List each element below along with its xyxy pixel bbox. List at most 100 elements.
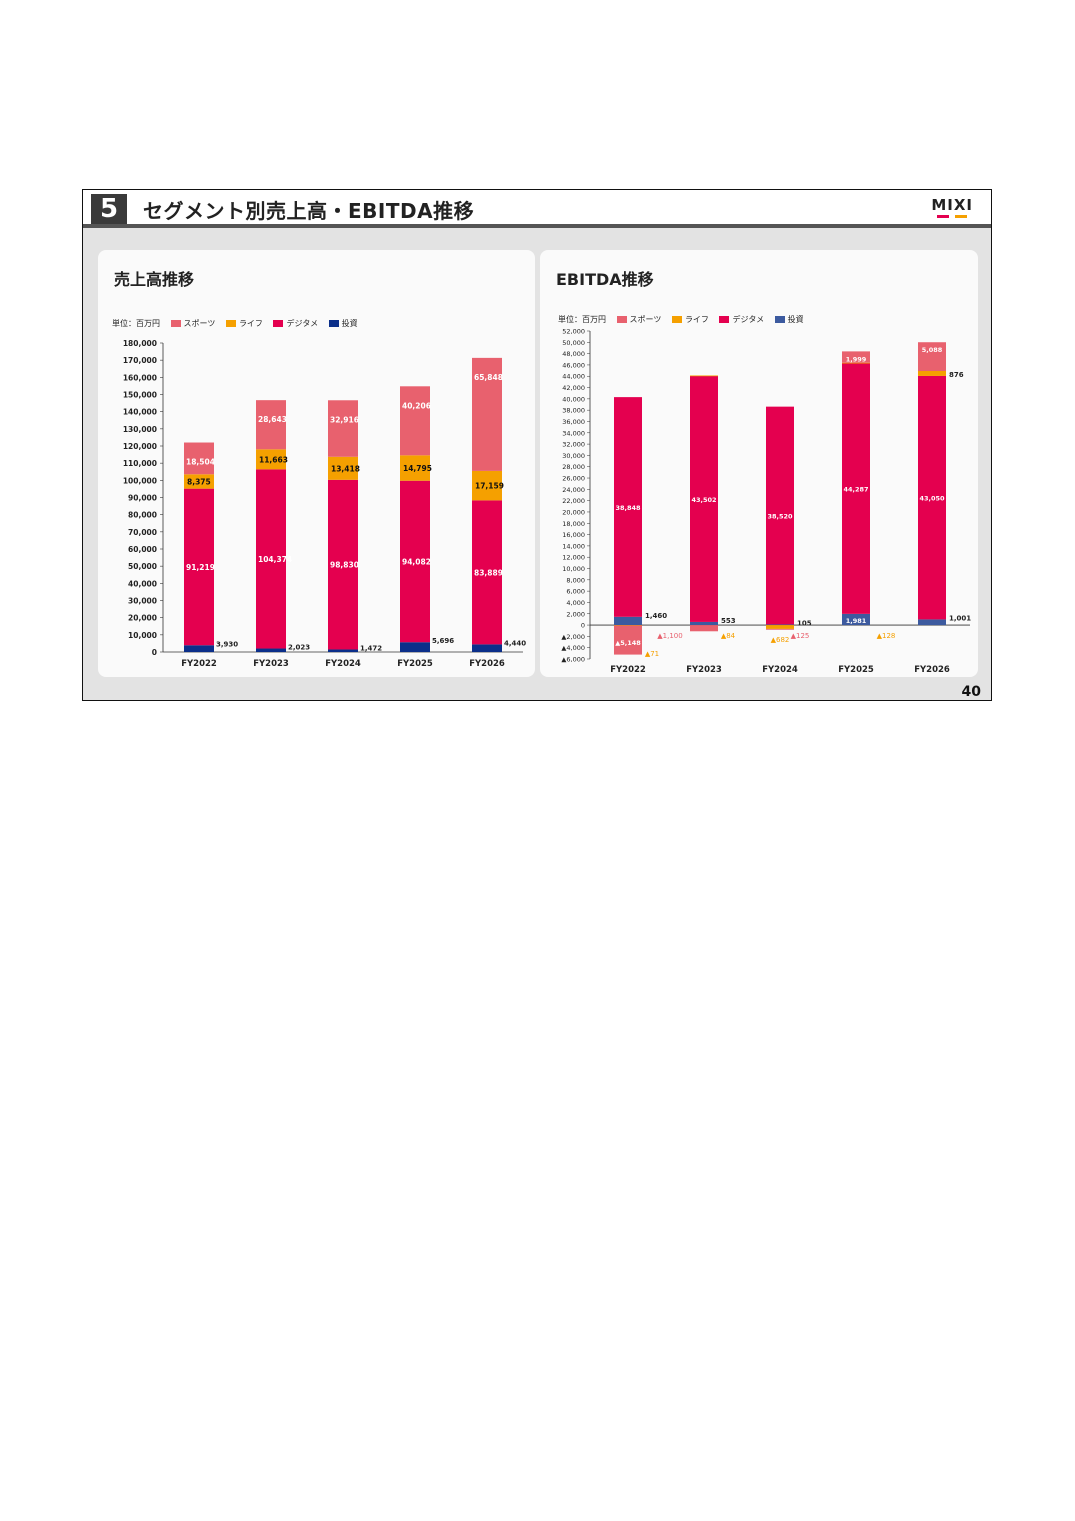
- legend-swatch-invest: [328, 320, 339, 327]
- data-label: 38,520: [767, 513, 793, 521]
- section-number: 5: [91, 194, 127, 224]
- y-tick-label: 50,000: [128, 562, 157, 571]
- bar-segment: [690, 375, 718, 377]
- legend-swatch-sports: [170, 320, 181, 327]
- y-tick-label: 160,000: [123, 373, 157, 382]
- data-label: 5,696: [432, 637, 454, 645]
- y-tick-label: 130,000: [123, 425, 157, 434]
- slide-header: 5 セグメント別売上高・EBITDA推移 MIXI: [83, 190, 991, 226]
- bar-segment: [766, 624, 794, 626]
- data-label: 4,440: [504, 639, 526, 647]
- bar-segment: [472, 500, 502, 645]
- bar-segment: [614, 397, 642, 617]
- data-label: 38,848: [615, 504, 641, 512]
- y-tick-label: 170,000: [123, 356, 157, 365]
- mixi-logo: MIXI: [931, 196, 973, 214]
- slide: 5 セグメント別売上高・EBITDA推移 MIXI 売上高推移 単位：百万円 ス…: [82, 189, 992, 701]
- y-tick-label: 22,000: [562, 497, 585, 505]
- bar-segment: [256, 400, 286, 450]
- data-label: 17,159: [475, 482, 504, 491]
- bar-segment: [918, 619, 946, 626]
- bar-segment: [400, 386, 430, 456]
- y-tick-label: 10,000: [562, 565, 585, 573]
- bar-segment: [842, 362, 870, 364]
- ebitda-legend: 単位：百万円 スポーツ ライフ デジタメ 投資: [558, 314, 812, 325]
- data-label: 28,643: [258, 415, 287, 424]
- ebitda-unit-label: 単位：百万円: [558, 315, 606, 324]
- bar-segment: [690, 625, 718, 632]
- y-tick-label: 110,000: [123, 459, 157, 468]
- bar-segment: [766, 628, 794, 630]
- page-number: 40: [961, 684, 981, 700]
- legend-item-invest: 投資: [774, 314, 804, 325]
- bar-segment: [766, 625, 794, 629]
- legend-swatch-life: [671, 316, 682, 323]
- bar-segment: [614, 616, 642, 626]
- y-tick-label: 0: [581, 622, 585, 630]
- data-label: 83,889: [474, 568, 503, 577]
- data-label: ▲5,148: [615, 639, 641, 647]
- legend-label: スポーツ: [629, 315, 662, 324]
- data-label: 14,795: [403, 464, 432, 473]
- y-tick-label: 30,000: [128, 597, 157, 606]
- ebitda-chart-title: EBITDA推移: [556, 270, 654, 289]
- bar-segment: [400, 642, 430, 652]
- legend-item-digital: デジタメ: [719, 314, 764, 325]
- data-label: 40,206: [402, 401, 431, 410]
- x-tick-label: FY2025: [397, 659, 433, 669]
- legend-label: スポーツ: [183, 319, 216, 328]
- ebitda-chart-card: EBITDA推移 単位：百万円 スポーツ ライフ デジタメ 投資 ▲6,000 ▲…: [540, 250, 978, 677]
- legend-item-life: ライフ: [671, 314, 709, 325]
- data-label: 98,830: [330, 561, 359, 570]
- bar-segment: [842, 363, 870, 614]
- bar-segment: [614, 625, 642, 626]
- y-tick-label: 8,000: [566, 576, 585, 584]
- data-label: 43,502: [691, 496, 716, 504]
- data-label: 3,930: [216, 640, 238, 648]
- legend-label: デジタメ: [732, 315, 765, 324]
- legend-label: ライフ: [684, 315, 709, 324]
- bar-segment: [918, 342, 946, 371]
- x-tick-label: FY2022: [610, 665, 646, 675]
- y-tick-label: 44,000: [562, 373, 585, 381]
- y-tick-label: 42,000: [562, 384, 585, 392]
- data-label: 105: [797, 619, 812, 627]
- x-tick-label: FY2026: [914, 665, 950, 675]
- y-tick-label: ▲2,000: [561, 633, 585, 641]
- data-label: 32,916: [330, 415, 359, 424]
- bar-segment: [614, 625, 642, 655]
- legend-swatch-sports: [616, 316, 627, 323]
- legend-swatch-invest: [774, 316, 785, 323]
- legend-swatch-life: [225, 320, 236, 327]
- bar-segment: [184, 474, 214, 489]
- x-tick-label: FY2023: [253, 659, 289, 669]
- y-tick-label: 140,000: [123, 408, 157, 417]
- bar-segment: [690, 621, 718, 626]
- legend-item-life: ライフ: [225, 318, 263, 329]
- bar-segment: [328, 400, 358, 457]
- bar-segment: [472, 357, 502, 471]
- y-tick-label: 4,000: [566, 599, 585, 607]
- legend-item-invest: 投資: [328, 318, 358, 329]
- data-label: 104,374: [258, 555, 292, 564]
- bar-segment: [328, 479, 358, 650]
- y-tick-label: 36,000: [562, 418, 585, 426]
- data-label: 2,023: [288, 644, 310, 652]
- y-tick-label: ▲4,000: [561, 644, 585, 652]
- y-tick-label: 90,000: [128, 494, 157, 503]
- y-tick-label: 12,000: [562, 554, 585, 562]
- y-tick-label: 0: [152, 648, 157, 657]
- bar-segment: [328, 456, 358, 480]
- data-label: 1,460: [645, 612, 667, 620]
- data-label: 13,418: [331, 464, 360, 473]
- legend-item-sports: スポーツ: [170, 318, 216, 329]
- bar-segment: [400, 455, 430, 481]
- legend-swatch-digital: [719, 316, 730, 323]
- y-tick-label: 6,000: [566, 588, 585, 596]
- bar-segment: [256, 648, 286, 652]
- bar-segment: [842, 351, 870, 363]
- data-label: 18,504: [186, 458, 215, 467]
- legend-swatch-digital: [273, 320, 284, 327]
- data-label: 5,088: [922, 346, 943, 354]
- data-label: 94,082: [402, 557, 431, 566]
